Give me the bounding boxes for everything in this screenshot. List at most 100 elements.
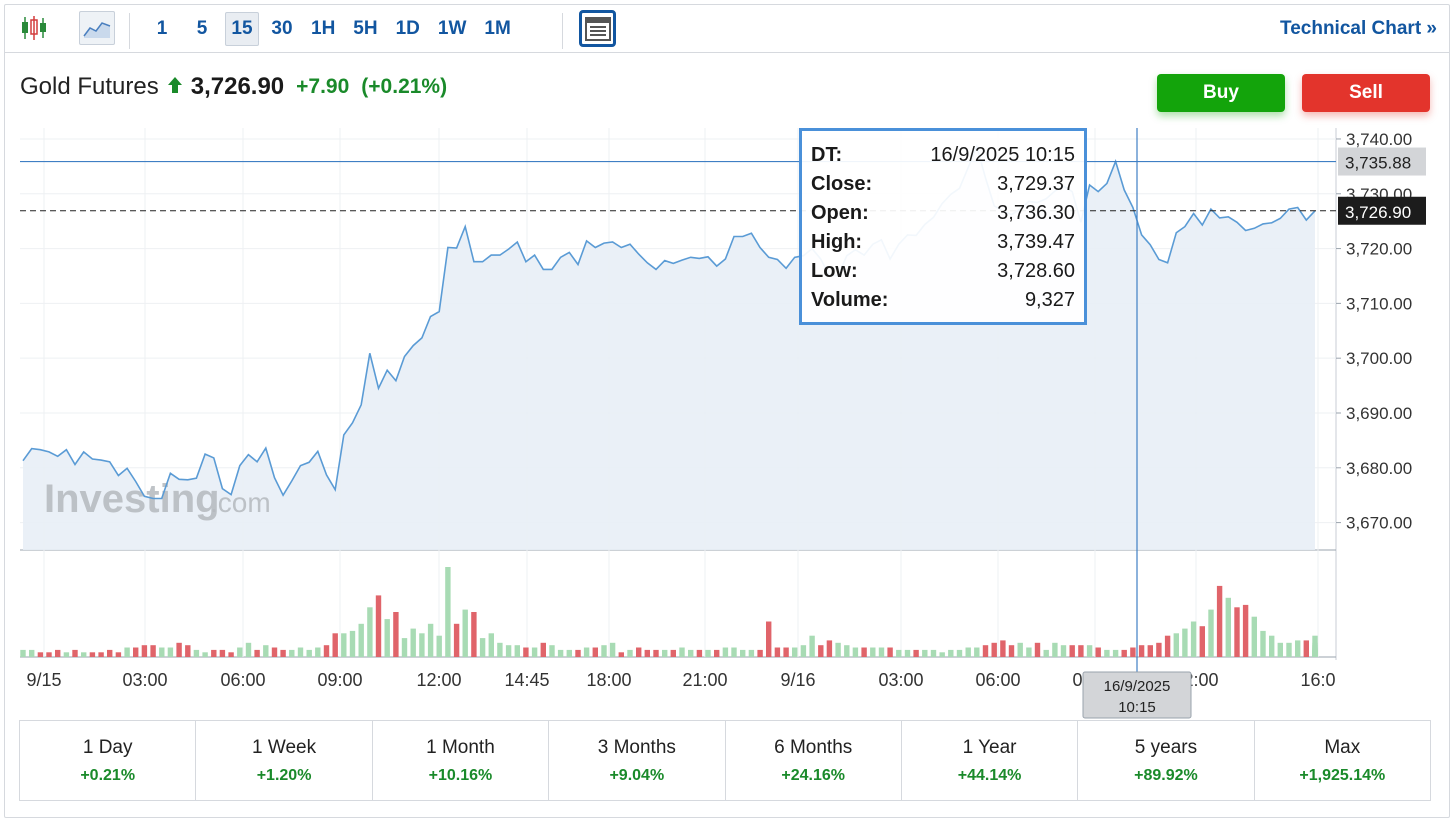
x-tick-label: 9/15 xyxy=(26,670,61,690)
tooltip-row: Low: 3,728.60 xyxy=(811,257,1075,286)
x-tick-label: 21:00 xyxy=(682,670,727,690)
arrow-up-icon xyxy=(167,73,183,101)
volume-bar xyxy=(393,612,399,657)
last-price-label: 3,726.90 xyxy=(1345,203,1411,222)
interval-15[interactable]: 15 xyxy=(225,12,259,46)
x-tick-label: 16:0 xyxy=(1300,670,1335,690)
volume-bar xyxy=(89,652,96,657)
volume-bar xyxy=(150,645,156,657)
interval-30[interactable]: 30 xyxy=(271,18,293,39)
period-max[interactable]: Max +1,925.14% xyxy=(1255,721,1430,800)
volume-bar xyxy=(948,649,954,657)
volume-bar xyxy=(1182,628,1188,657)
volume-bar xyxy=(245,642,252,657)
volume-bar xyxy=(757,649,763,657)
x-tick-label: 09:00 xyxy=(317,670,362,690)
interval-1d[interactable]: 1D xyxy=(395,18,420,39)
volume-bar xyxy=(419,633,425,657)
period-label: Max xyxy=(1324,737,1361,758)
volume-bar xyxy=(1216,585,1223,657)
volume-bar xyxy=(662,649,668,657)
volume-bar xyxy=(688,649,694,657)
volume-bar xyxy=(636,647,642,657)
volume-bar xyxy=(1017,642,1023,657)
tooltip-row: High: 3,739.47 xyxy=(811,228,1075,257)
buy-button[interactable]: Buy xyxy=(1157,74,1285,112)
volume-bar xyxy=(505,645,512,657)
y-tick-label: 3,740.00 xyxy=(1346,130,1412,149)
tooltip-key: Volume: xyxy=(811,289,889,311)
volume-bar xyxy=(289,649,295,657)
volume-bar xyxy=(1208,609,1214,657)
last-price-label-bg xyxy=(1338,196,1426,225)
volume-bar xyxy=(705,649,711,657)
investing-watermark: Investing xyxy=(44,477,220,521)
volume-bar xyxy=(72,649,78,657)
period-1-week[interactable]: 1 Week +1.20% xyxy=(196,721,373,800)
x-tick-label: 14:45 xyxy=(504,670,549,690)
volume-bar xyxy=(514,645,520,657)
volume-bar xyxy=(670,649,676,657)
tooltip-row: Close: 3,729.37 xyxy=(811,170,1075,199)
interval-1w[interactable]: 1W xyxy=(437,18,467,39)
period-5-years[interactable]: 5 years +89.92% xyxy=(1078,721,1255,800)
period-1-year[interactable]: 1 Year +44.14% xyxy=(902,721,1079,800)
tooltip-value: 3,739.47 xyxy=(997,231,1075,253)
volume-bar xyxy=(1026,647,1032,657)
volume-bar xyxy=(1104,649,1110,657)
interval-5h[interactable]: 5H xyxy=(353,18,378,39)
volume-bar xyxy=(1034,642,1041,657)
volume-bar xyxy=(523,647,529,657)
panel-layout-icon[interactable] xyxy=(579,10,616,47)
volume-bar xyxy=(332,633,338,657)
volume-bar xyxy=(176,642,182,657)
volume-bar xyxy=(557,649,564,657)
volume-bar xyxy=(1225,597,1231,657)
volume-bar xyxy=(1173,633,1179,657)
volume-bar xyxy=(254,649,260,657)
technical-chart-link[interactable]: Technical Chart » xyxy=(1280,18,1437,39)
volume-bar xyxy=(627,649,633,657)
volume-bar xyxy=(792,647,798,657)
interval-1[interactable]: 1 xyxy=(156,18,168,39)
y-tick-label: 3,680.00 xyxy=(1346,459,1412,478)
sell-button[interactable]: Sell xyxy=(1302,74,1430,112)
interval-1h[interactable]: 1H xyxy=(311,18,336,39)
volume-bar xyxy=(1190,621,1197,657)
period-change: +9.04% xyxy=(609,767,665,784)
interval-1m[interactable]: 1M xyxy=(484,18,511,39)
chart-toolbar: 1 5 15 30 1H 5H 1D 1W 1M Technical Chart » xyxy=(5,5,1449,53)
volume-bar xyxy=(228,652,234,657)
price-line xyxy=(22,144,1316,500)
interval-5[interactable]: 5 xyxy=(196,18,208,39)
period-3-months[interactable]: 3 Months +9.04% xyxy=(549,721,726,800)
y-tick-label: 3,720.00 xyxy=(1346,240,1412,259)
volume-bar xyxy=(1130,647,1136,657)
tooltip-key: High: xyxy=(811,231,863,253)
volume-bar xyxy=(1312,652,1318,657)
period-label: 3 Months xyxy=(597,737,676,758)
toolbar-divider xyxy=(562,13,563,49)
volume-bar xyxy=(974,647,980,657)
period-change: +0.21% xyxy=(80,767,136,784)
volume-bar xyxy=(1147,645,1153,657)
y-tick-label: 3,670.00 xyxy=(1346,514,1412,533)
volume-bar xyxy=(237,647,243,657)
period-6-months[interactable]: 6 Months +24.16% xyxy=(726,721,902,800)
volume-bar xyxy=(1095,647,1101,657)
volume-bar xyxy=(349,630,356,657)
period-1-month[interactable]: 1 Month +10.16% xyxy=(373,721,550,800)
period-label: 6 Months xyxy=(774,737,853,758)
volume-bar xyxy=(1008,645,1015,657)
period-1-day[interactable]: 1 Day +0.21% xyxy=(20,721,197,800)
candlestick-icon[interactable] xyxy=(17,11,51,45)
volume-bar xyxy=(1078,645,1084,657)
volume-bar xyxy=(341,633,347,657)
volume-bar xyxy=(809,635,815,657)
volume-bar xyxy=(167,647,174,657)
volume-bar xyxy=(956,649,963,657)
area-chart-icon[interactable] xyxy=(79,11,115,45)
volume-bar xyxy=(766,621,772,657)
volume-bar xyxy=(445,567,451,657)
